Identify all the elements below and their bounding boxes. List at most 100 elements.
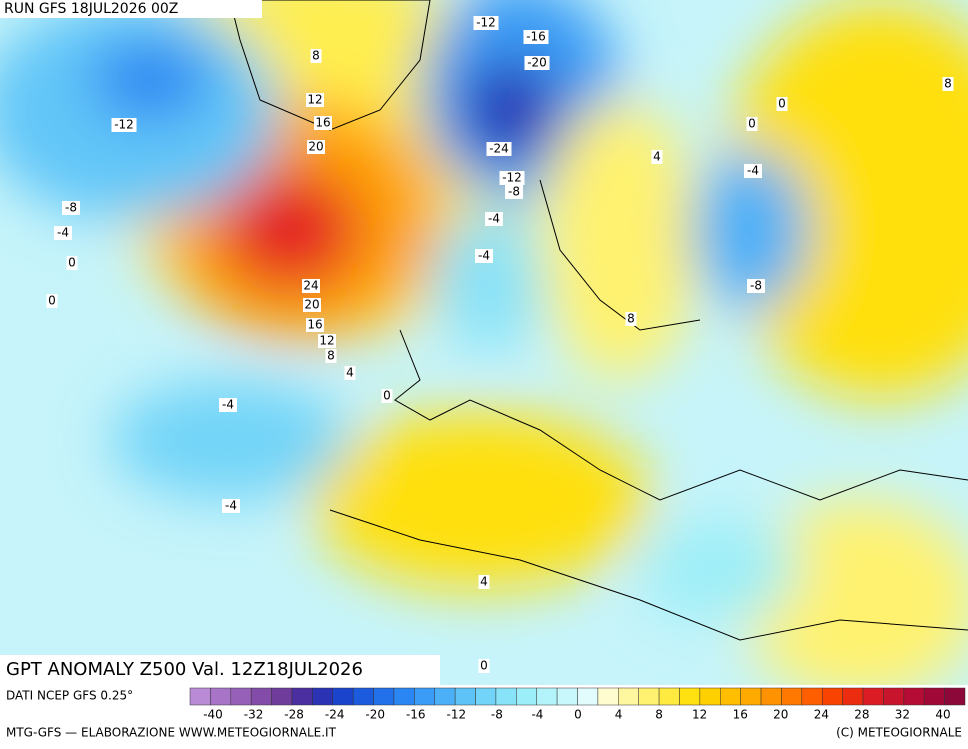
contour-label: 8 [627, 312, 635, 326]
legend-swatch [923, 687, 945, 706]
contour-label-bg [318, 334, 336, 348]
contour-label-bg [111, 118, 137, 132]
legend-label: -32 [244, 708, 264, 722]
contour-label-bg [746, 117, 758, 131]
legend-label: -16 [406, 708, 426, 722]
legend-swatch [414, 687, 435, 706]
contour-label-bg [302, 279, 320, 293]
legend-swatch [781, 687, 803, 706]
contour-label-bg [625, 312, 637, 326]
contour-label-bg [942, 77, 954, 91]
contour-label-bg [651, 150, 663, 164]
contour-label: -16 [526, 30, 546, 44]
contour-label: 8 [327, 349, 335, 363]
contour-label-bg [523, 30, 549, 44]
legend-label: 40 [935, 708, 950, 722]
legend-swatch [434, 687, 456, 706]
legend-swatch [291, 687, 313, 706]
legend-label: 8 [655, 708, 663, 722]
legend-swatch [720, 687, 741, 706]
contour-label-bg [486, 142, 512, 156]
contour-label-bg [307, 140, 325, 154]
contour-label-bg [219, 398, 237, 412]
contour-label: 20 [308, 140, 323, 154]
footer-right: (C) METEOGIORNALE [836, 726, 962, 740]
contour-label-bg [325, 349, 337, 363]
contour-label: 16 [315, 116, 330, 130]
legend-label: -8 [491, 708, 503, 722]
contour-label-bg [344, 366, 356, 380]
contour-label: -8 [65, 201, 77, 215]
contour-label: -24 [489, 142, 509, 156]
contour-label: 0 [383, 389, 391, 403]
legend-swatch [393, 687, 415, 706]
legend-label: 20 [773, 708, 788, 722]
contour-label-bg [744, 164, 762, 178]
source-label: DATI NCEP GFS 0.25° [6, 689, 133, 703]
legend-swatch [597, 687, 619, 706]
contour-label: 12 [307, 93, 322, 107]
legend-label: -12 [447, 708, 467, 722]
legend-swatch [352, 687, 374, 706]
header-box [0, 0, 262, 18]
contour-label: -20 [527, 56, 547, 70]
contour-label: 20 [304, 298, 319, 312]
legend-swatch [250, 687, 272, 706]
legend-swatch [577, 687, 599, 706]
contour-label: 0 [48, 294, 56, 308]
contour-label: -12 [114, 118, 134, 132]
legend-swatch [842, 687, 864, 706]
contour-label-bg [54, 226, 72, 240]
legend-swatch [373, 687, 395, 706]
contour-label-bg [310, 49, 322, 63]
legend-swatch [883, 687, 905, 706]
legend-swatch [475, 687, 497, 706]
contour-label-bg [306, 318, 324, 332]
contour-label-bg [485, 212, 503, 226]
legend-label: 4 [615, 708, 623, 722]
contour-label-bg [306, 93, 324, 107]
anomaly-field [0, 0, 968, 685]
contour-label-bg [303, 298, 321, 312]
contour-label: -12 [476, 16, 496, 30]
contour-label: 0 [748, 117, 756, 131]
legend-label: 32 [895, 708, 910, 722]
contour-label: -4 [747, 164, 759, 178]
contour-label-bg [505, 185, 523, 199]
legend-swatch [516, 687, 537, 706]
legend-swatch [618, 687, 639, 706]
legend-swatch [495, 687, 517, 706]
legend-label: 12 [692, 708, 707, 722]
legend-label: -40 [203, 708, 223, 722]
contour-label: -4 [222, 398, 234, 412]
contour-label-bg [314, 116, 332, 130]
contour-label-bg [381, 389, 393, 403]
contour-label: -4 [57, 226, 69, 240]
contour-label-bg [66, 256, 78, 270]
contour-label-bg [776, 97, 788, 111]
contour-label: 24 [303, 279, 318, 293]
legend-swatch [699, 687, 721, 706]
legend-swatch [740, 687, 762, 706]
contour-label-bg [499, 171, 525, 185]
legend-swatch [658, 687, 680, 706]
legend-label: -28 [284, 708, 304, 722]
legend-swatch [271, 687, 293, 706]
legend-swatch [801, 687, 823, 706]
map-title: GPT ANOMALY Z500 Val. 12Z18JUL2026 [6, 659, 363, 680]
contour-label: 16 [307, 318, 322, 332]
contour-label: 0 [68, 256, 76, 270]
contour-label-bg [478, 575, 490, 589]
contour-label: -4 [488, 212, 500, 226]
legend-swatch [638, 687, 660, 706]
contour-label: 8 [312, 49, 320, 63]
legend-swatch [312, 687, 334, 706]
run-label: RUN GFS 18JUL2026 00Z [4, 1, 178, 17]
contour-label-bg [62, 201, 80, 215]
contour-label: -12 [502, 171, 522, 185]
contour-label: 4 [346, 366, 354, 380]
contour-label-bg [473, 16, 499, 30]
legend-swatch [536, 687, 558, 706]
contour-label: 4 [653, 150, 661, 164]
